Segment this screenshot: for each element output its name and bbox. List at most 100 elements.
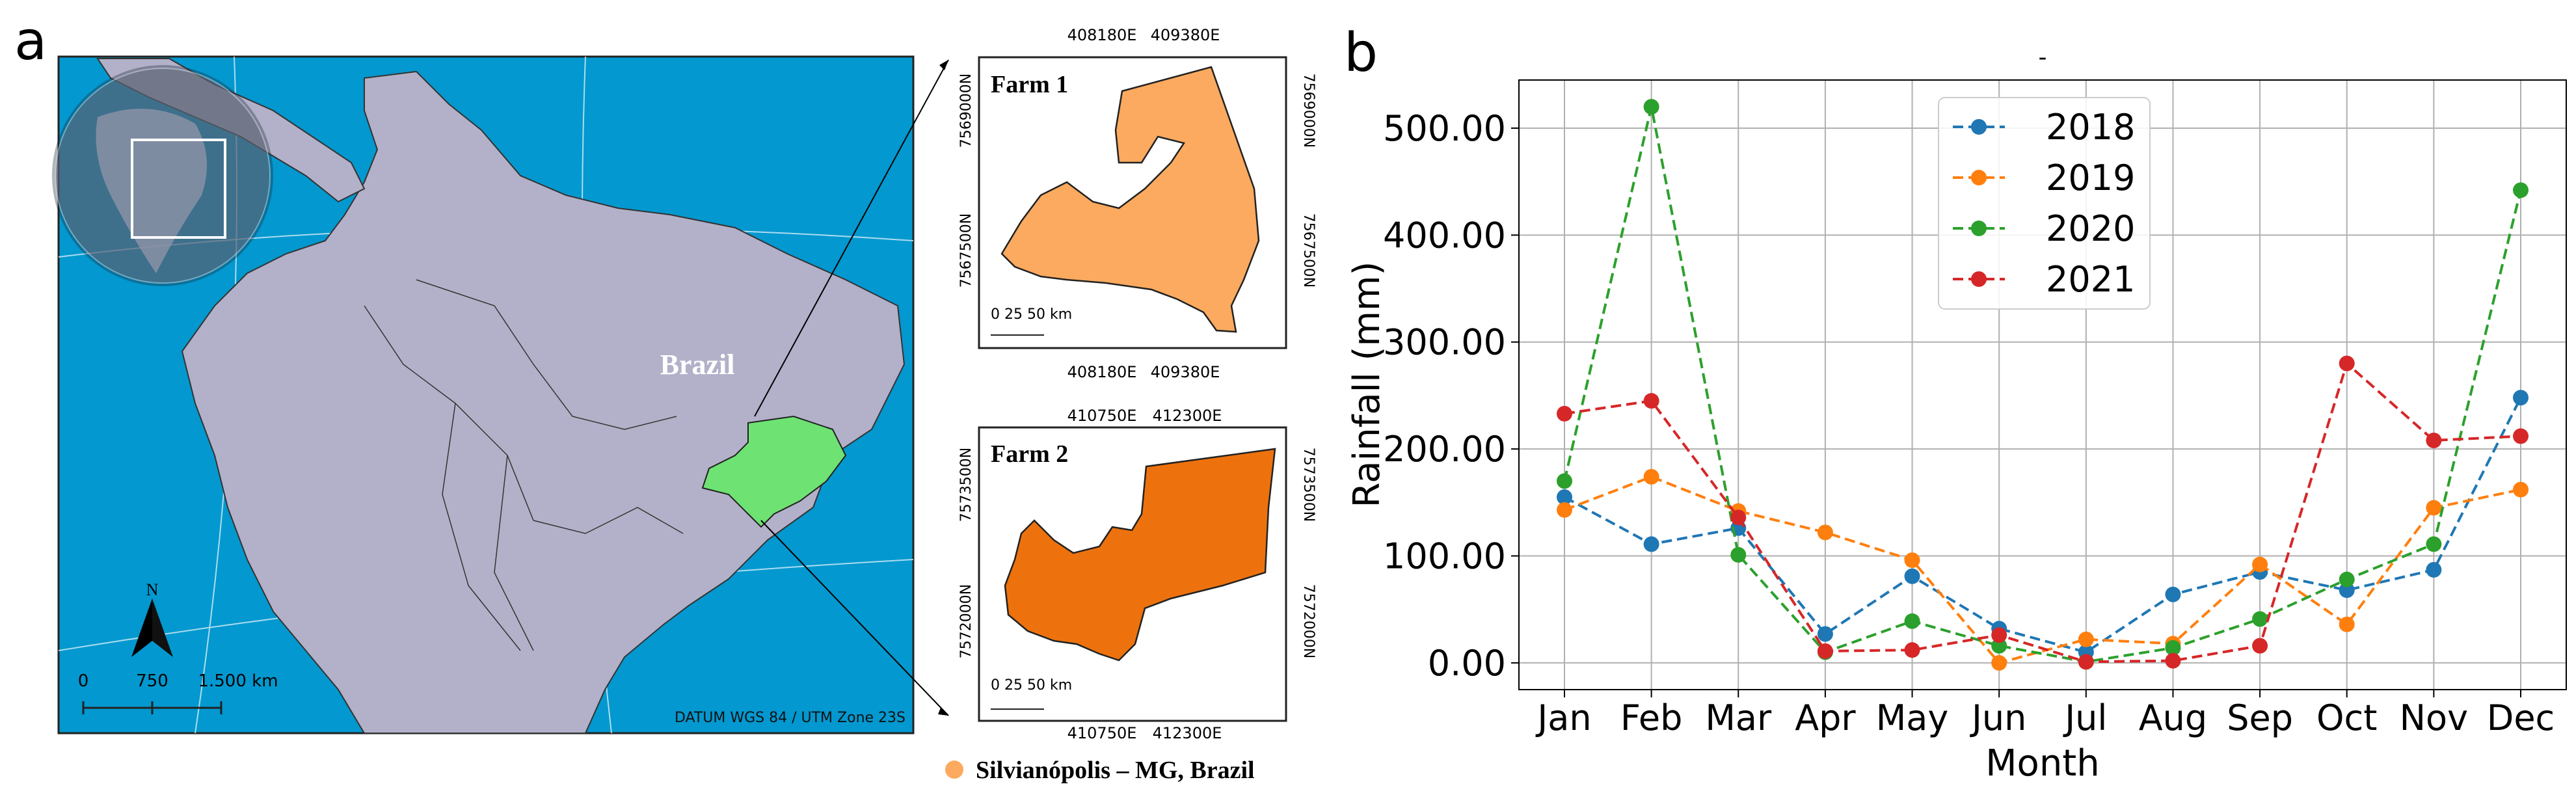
legend-entry-2020: 2020	[1953, 208, 2135, 249]
x-tick-label: Sep	[2227, 697, 2293, 738]
y-axis-label: Rainfall (mm)	[1346, 262, 1388, 508]
legend-swatch	[945, 761, 963, 779]
farm1-polygon	[1000, 66, 1260, 333]
svg-text:7573500N: 7573500N	[958, 448, 974, 522]
data-point	[2165, 640, 2181, 656]
legend-entry-2019: 2019	[1953, 157, 2135, 198]
panel-letter-a: a	[14, 10, 47, 72]
data-point	[1730, 509, 1747, 526]
legend-box	[1938, 97, 2151, 310]
data-point	[1904, 568, 1920, 584]
series-line	[1564, 361, 2521, 664]
chart-title: -	[2039, 44, 2047, 71]
farm1-scale: 0 25 50 km	[991, 306, 1072, 323]
x-tick-label: Mar	[1705, 697, 1772, 738]
y-axis-ticks: 0.00 100.00 200.00 300.00 400.00 500.00	[1383, 108, 1519, 684]
data-point	[1557, 405, 1572, 422]
legend-label: 2018	[2046, 107, 2135, 148]
x-axis-label: Month	[1985, 742, 2100, 785]
data-point	[2426, 432, 2442, 448]
farm2-scale: 0 25 50 km	[991, 677, 1072, 694]
data-point	[2252, 638, 2268, 654]
svg-text:408180E: 408180E	[1067, 26, 1137, 44]
data-point	[1991, 654, 2007, 671]
series-2019	[1557, 468, 2529, 671]
data-point	[2252, 556, 2268, 573]
svg-text:7572000N: 7572000N	[958, 584, 974, 658]
minas-gerais-state	[701, 415, 847, 528]
connector-farm2	[760, 520, 949, 716]
svg-text:7567500N: 7567500N	[958, 213, 974, 288]
data-point	[1557, 489, 1572, 505]
data-point	[2078, 631, 2094, 647]
series-2018	[1557, 390, 2529, 660]
data-point	[1904, 552, 1920, 569]
x-tick-label: Apr	[1795, 697, 1856, 738]
south-america-land	[181, 70, 906, 734]
chart-series	[1557, 99, 2529, 671]
data-point	[2078, 654, 2094, 670]
legend-label: Silvianópolis – MG, Brazil	[976, 757, 1255, 784]
data-point	[2252, 611, 2268, 627]
data-point	[1643, 393, 1659, 409]
x-tick-label: May	[1876, 697, 1949, 738]
y-tick-label: 200.00	[1383, 429, 1506, 470]
farm2-polygon	[1004, 448, 1276, 662]
svg-text:409380E: 409380E	[1151, 26, 1220, 44]
svg-text:750: 750	[136, 671, 168, 691]
country-label: Brazil	[660, 349, 735, 381]
data-point	[2513, 428, 2529, 444]
data-point	[1643, 536, 1659, 552]
data-point	[1817, 643, 1833, 659]
data-point	[1817, 524, 1833, 541]
legend-entry-2018: 2018	[1953, 107, 2135, 148]
data-point	[2339, 582, 2355, 599]
data-point	[2165, 586, 2181, 602]
svg-text:N: N	[146, 580, 159, 599]
rainfall-chart: 0.00 100.00 200.00 300.00 400.00 500.00 Jan Fe…	[1346, 44, 2567, 785]
svg-text:412300E: 412300E	[1153, 724, 1222, 742]
series-line	[1564, 475, 2521, 665]
panel-letter-b: b	[1344, 22, 1378, 84]
country-borders	[364, 279, 684, 651]
svg-text:408180E: 408180E	[1067, 363, 1137, 381]
y-tick-label: 500.00	[1383, 108, 1506, 149]
data-point	[1904, 613, 1920, 629]
x-tick-label: Feb	[1620, 697, 1683, 738]
legend-label: 2021	[2046, 259, 2135, 300]
globe-inset	[52, 65, 273, 286]
x-tick-label: Jul	[2063, 697, 2107, 738]
data-point	[2513, 481, 2529, 498]
svg-text:1.500 km: 1.500 km	[198, 671, 278, 691]
connector-farm1	[754, 59, 949, 417]
y-tick-label: 100.00	[1383, 536, 1506, 577]
data-point	[1557, 502, 1572, 518]
data-point	[1991, 627, 2007, 643]
data-point	[1817, 626, 1833, 642]
svg-text:409380E: 409380E	[1151, 363, 1220, 381]
series-line	[1564, 397, 2522, 654]
chart-legend: 2018 2019 2020 2021	[1938, 97, 2151, 310]
svg-text:7572000N: 7572000N	[1300, 584, 1317, 658]
data-point	[2513, 182, 2529, 198]
svg-text:410750E: 410750E	[1067, 407, 1137, 425]
data-point	[1904, 642, 1920, 658]
svg-text:410750E: 410750E	[1067, 724, 1137, 742]
data-point	[2339, 355, 2355, 371]
svg-text:7573500N: 7573500N	[1300, 448, 1317, 522]
data-point	[1991, 638, 2007, 654]
datum-label: DATUM WGS 84 / UTM Zone 23S	[675, 710, 906, 726]
x-tick-label: Jan	[1535, 697, 1591, 738]
svg-text:412300E: 412300E	[1153, 407, 1222, 425]
svg-text:7569000N: 7569000N	[1300, 74, 1317, 148]
data-point	[2426, 561, 2442, 578]
data-point	[2426, 500, 2442, 516]
y-tick-label: 0.00	[1428, 643, 1506, 684]
x-tick-label: Aug	[2139, 697, 2207, 738]
farm1-inset: Farm 1 408180E 409380E 408180E 409380E 7…	[958, 26, 1317, 381]
x-axis-ticks: Jan Feb Mar Apr May Jun Jul Aug Sep Oct Nov Dec	[1535, 690, 2555, 738]
north-arrow: N	[131, 580, 173, 657]
data-point	[1643, 99, 1659, 115]
y-tick-label: 400.00	[1383, 215, 1506, 256]
x-tick-label: Dec	[2487, 697, 2555, 738]
